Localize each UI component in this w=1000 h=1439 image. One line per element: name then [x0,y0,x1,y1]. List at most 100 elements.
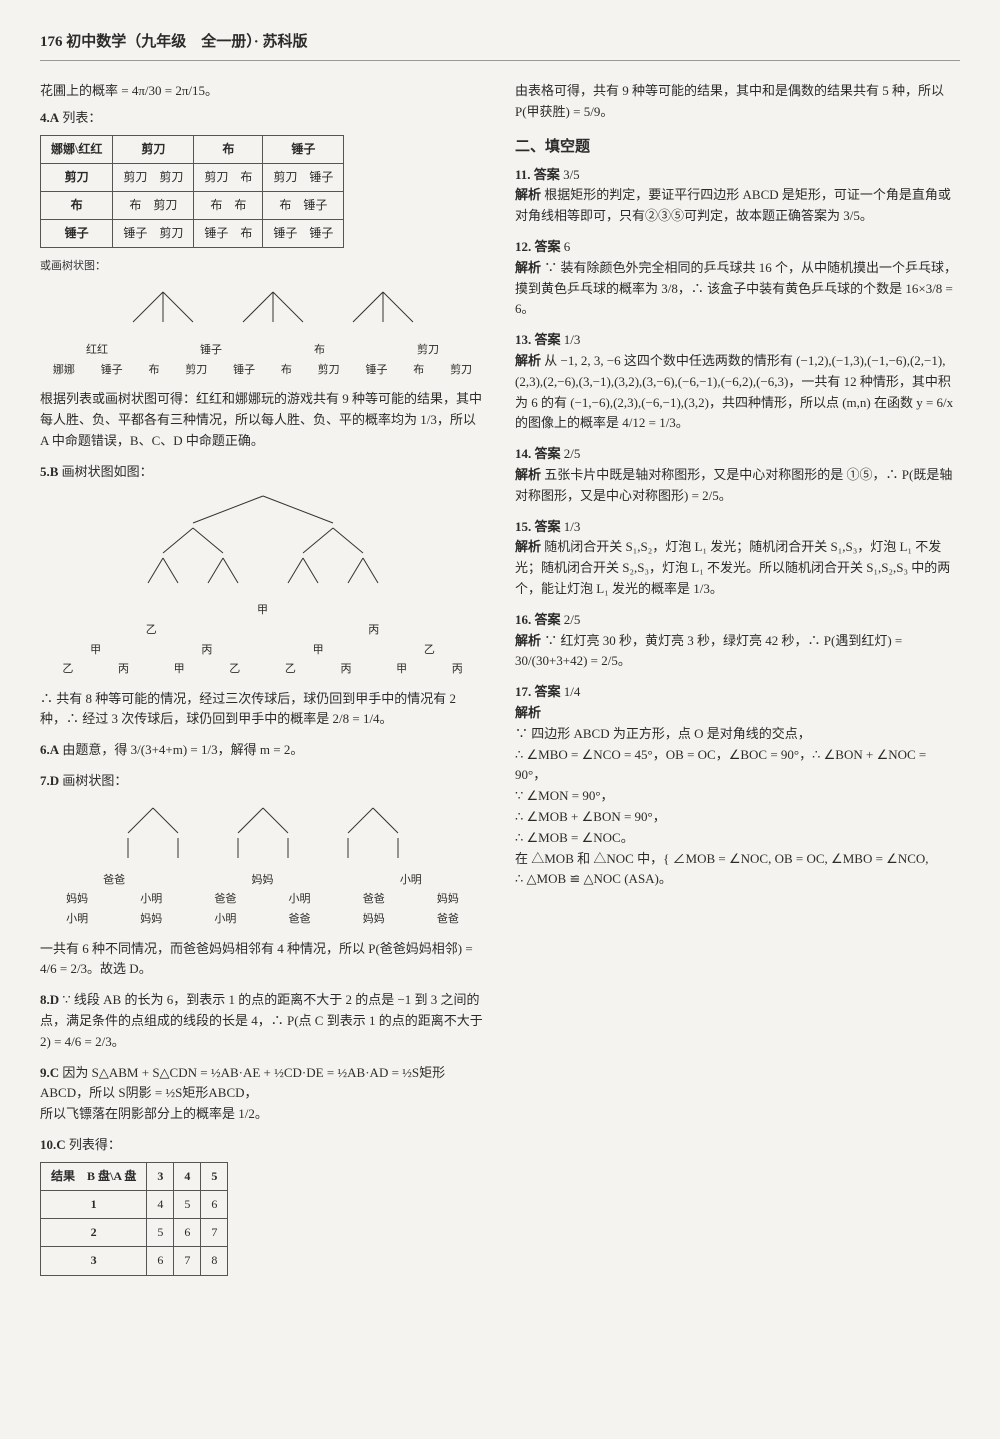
question-5: 5.B 画树状图如图： 甲 [40,462,485,731]
q4-l2-7: 布 [413,362,424,380]
q10-r1c0: 5 [147,1219,174,1247]
q5-l3-0: 乙 [62,661,73,679]
q14-ans: 2/5 [564,446,581,461]
q4-corner: 娜娜\红红 [41,135,113,163]
q15-al: 答案 [535,519,561,534]
question-7: 7.D 画树状图： 爸爸 妈妈 小明 [40,771,485,980]
q17-e5: 在 △MOB 和 △NOC 中，{ ∠MOB = ∠NOC, OB = OC, … [515,849,960,870]
q10-c1: 4 [174,1162,201,1190]
q14-al: 答案 [535,446,561,461]
q12-ans: 6 [564,239,571,254]
q4-l1-left: 红红 [86,342,108,360]
q5-l1-1: 丙 [368,622,379,640]
q13-el: 解析 [515,353,541,368]
q10-r0c1: 5 [174,1191,201,1219]
q5-l3-4: 乙 [285,661,296,679]
q5-num: 5.B [40,464,58,479]
question-16: 16. 答案 2/5 解析 ∵ 红灯亮 30 秒，黄灯亮 3 秒，绿灯亮 42 … [515,610,960,672]
q4-r1c2: 布 锤子 [263,191,344,219]
q12-num: 12. [515,239,531,254]
q4-l1-1: 布 [314,342,325,360]
q11-exp: 根据矩形的判定，要证平行四边形 ABCD 是矩形，可证一个角是直角或对角线相等即… [515,187,951,223]
question-15: 15. 答案 1/3 解析 随机闭合开关 S₁,S₂，灯泡 L₁ 发光；随机闭合… [515,517,960,600]
q13-num: 13. [515,332,531,347]
q14-num: 14. [515,446,531,461]
q7-l2-4: 爸爸 [363,891,385,909]
q10-c0: 3 [147,1162,174,1190]
q5-l3-5: 丙 [340,661,351,679]
q7-l1-1: 妈妈 [251,872,273,890]
q7-lead: 画树状图： [62,773,127,788]
q5-text: ∴ 共有 8 种等可能的情况，经过三次传球后，球仍回到甲手中的情况有 2 种，∴… [40,689,485,731]
q17-e0: ∵ 四边形 ABCD 为正方形，点 O 是对角线的交点， [515,724,960,745]
q4-r0c1: 剪刀 布 [194,163,263,191]
q13-al: 答案 [535,332,561,347]
q5-l3-6: 甲 [396,661,407,679]
q7-tree-svg [83,798,443,868]
q7-tree: 爸爸 妈妈 小明 妈妈 小明 爸爸 小明 爸爸 妈妈 小明 妈妈 小明 爸爸 [40,798,485,929]
q4-l2-3: 锤子 [233,362,255,380]
q4-l1-2: 剪刀 [417,342,439,360]
q4-r2c0: 锤子 剪刀 [113,220,194,248]
q7-l3-3: 爸爸 [289,911,311,929]
question-6: 6.A 由题意，得 3/(3+4+m) = 1/3，解得 m = 2。 [40,740,485,761]
question-9: 9.C 因为 S△ABM + S△CDN = ½AB·AE + ½CD·DE =… [40,1063,485,1125]
q16-ans: 2/5 [564,612,581,627]
q10-r1c2: 7 [201,1219,228,1247]
q4-text: 根据列表或画树状图可得：红红和娜娜玩的游戏共有 9 种等可能的结果，其中每人胜、… [40,389,485,451]
q7-num: 7.D [40,773,59,788]
q9-text: 因为 S△ABM + S△CDN = ½AB·AE + ½CD·DE = ½AB… [40,1065,445,1101]
q4-l1-0: 锤子 [200,342,222,360]
q5-lead: 画树状图如图： [62,464,153,479]
q5-l2-2: 甲 [313,642,324,660]
q10-r2h: 3 [41,1247,147,1275]
q17-num: 17. [515,684,531,699]
q17-e3: ∴ ∠MOB + ∠BON = 90°， [515,807,960,828]
q10-c2: 5 [201,1162,228,1190]
q4-table: 娜娜\红红 剪刀 布 锤子 剪刀 剪刀 剪刀 剪刀 布 剪刀 锤子 布 布 剪刀… [40,135,344,249]
q16-exp: ∵ 红灯亮 30 秒，黄灯亮 3 秒，绿灯亮 42 秒，∴ P(遇到红灯) = … [515,633,902,669]
q17-e2: ∵ ∠MON = 90°， [515,786,960,807]
q10-r0c2: 6 [201,1191,228,1219]
q14-exp: 五张卡片中既是轴对称图形，又是中心对称图形的是 ①⑤，∴ P(既是轴对称图形，又… [515,467,952,503]
q5-tree: 甲 乙 丙 甲 丙 甲 乙 乙 丙 甲 乙 乙 丙 [40,488,485,678]
q5-l2-1: 丙 [201,642,212,660]
q7-l2-3: 小明 [289,891,311,909]
q11-el: 解析 [515,187,541,202]
q4-r0h: 剪刀 [41,163,113,191]
q15-el: 解析 [515,539,541,554]
q5-l3-2: 甲 [174,661,185,679]
q12-exp: ∵ 装有除颜色外完全相同的乒乓球共 16 个，从中随机摸出一个乒乓球，摸到黄色乒… [515,260,957,317]
q15-ans: 1/3 [564,519,581,534]
q10-num: 10.C [40,1137,66,1152]
q4-l2-left: 娜娜 [53,362,75,380]
q5-root: 甲 [257,602,268,620]
section-fill-title: 二、填空题 [515,135,960,159]
right-top: 由表格可得，共有 9 种等可能的结果，其中和是偶数的结果共有 5 种，所以 P(… [515,81,960,123]
q17-al: 答案 [535,684,561,699]
q7-l2-5: 妈妈 [437,891,459,909]
q8-text: ∵ 线段 AB 的长为 6，到表示 1 的点的距离不大于 2 的点是 −1 到 … [40,992,483,1049]
q4-tree-svg [83,282,443,338]
q7-l3-2: 小明 [214,911,236,929]
q5-l3-7: 丙 [452,661,463,679]
question-17: 17. 答案 1/4 解析 ∵ 四边形 ABCD 为正方形，点 O 是对角线的交… [515,682,960,890]
q7-l1-2: 小明 [400,872,422,890]
question-10: 10.C 列表得： 结果 B 盘\A 盘 3 4 5 1 4 5 6 2 5 6… [40,1135,485,1276]
q15-num: 15. [515,519,531,534]
q10-lead: 列表得： [69,1137,121,1152]
left-column: 花圃上的概率 = 4π/30 = 2π/15。 4.A 列表： 娜娜\红红 剪刀… [40,77,485,1286]
q10-table: 结果 B 盘\A 盘 3 4 5 1 4 5 6 2 5 6 7 3 6 7 8 [40,1162,228,1276]
q17-el: 解析 [515,705,541,720]
q15-exp: 随机闭合开关 S₁,S₂，灯泡 L₁ 发光；随机闭合开关 S₁,S₃，灯泡 L₁… [515,539,950,596]
q4-r2c1: 锤子 布 [194,220,263,248]
q10-corner: 结果 B 盘\A 盘 [41,1162,147,1190]
q7-l2-1: 小明 [140,891,162,909]
page-number: 176 [40,34,63,50]
q10-r1h: 2 [41,1219,147,1247]
q7-l3-1: 妈妈 [140,911,162,929]
q4-col2: 布 [194,135,263,163]
q4-tree: 红红 锤子 布 剪刀 娜娜 锤子 布 剪刀 锤子 布 剪刀 锤子 布 剪刀 [40,282,485,379]
q4-l2-5: 剪刀 [318,362,340,380]
q8-num: 8.D [40,992,59,1007]
